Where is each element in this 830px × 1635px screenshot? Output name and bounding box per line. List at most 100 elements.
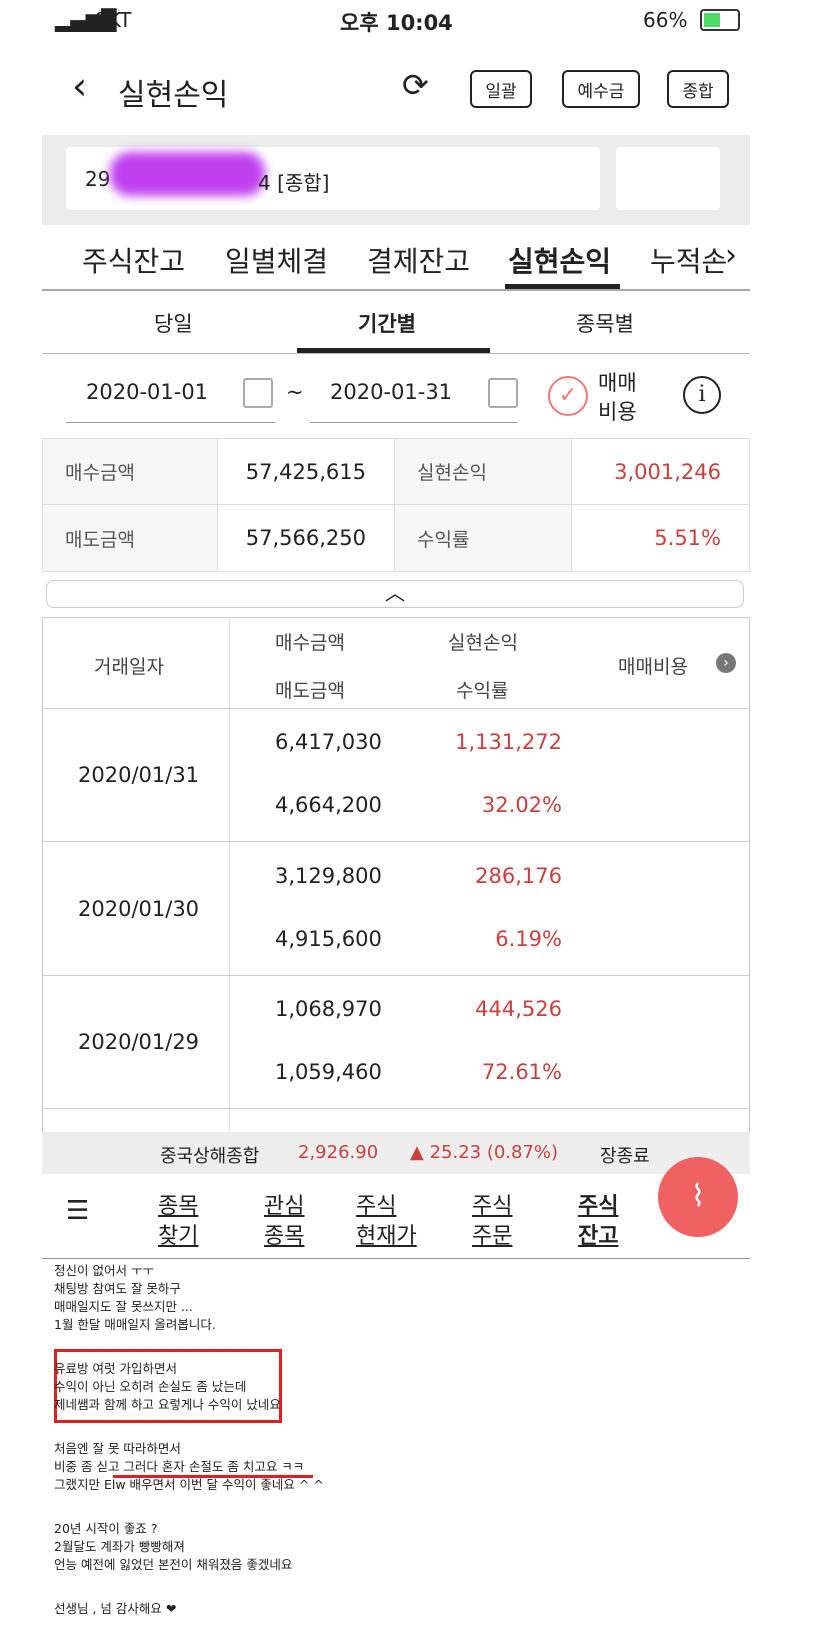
fee-check[interactable]: ✓ <box>548 376 588 416</box>
buy-amount: 3,129,800 <box>275 863 382 888</box>
table-frame <box>42 617 750 1132</box>
post-line: 유료방 여럿 가입하면서 <box>54 1361 177 1376</box>
summary-cell: 5.51% <box>572 505 750 572</box>
post-line: 그랬지만 Elw 배우면서 이번 달 수익이 좋네요 ^ ^ <box>54 1477 324 1492</box>
buy-amount: 6,417,030 <box>275 730 382 754</box>
chart-fab[interactable]: ⌇ <box>658 1157 738 1237</box>
date-from[interactable]: 2020-01-01 <box>86 380 209 404</box>
summary-cell: 57,425,615 <box>218 438 395 505</box>
post-line: 언능 예전에 잃었던 본전이 채워졌음 좋겠네요 <box>54 1557 293 1572</box>
post-line: 정신이 없어서 ㅜㅜ <box>54 1263 154 1278</box>
col-line <box>229 617 230 1132</box>
table-header: 매매비용 <box>618 656 688 678</box>
info-icon[interactable]: i <box>683 376 721 414</box>
calendar-icon[interactable] <box>243 378 273 408</box>
nav-item[interactable]: 종목 <box>158 1194 199 1219</box>
highlight-underline <box>113 1475 313 1478</box>
menu-icon[interactable]: ☰ <box>66 1196 90 1226</box>
subtab-divider <box>42 353 750 354</box>
table-header: 거래일자 <box>94 656 164 678</box>
ticker-state: 장종료 <box>600 1146 650 1167</box>
header-button[interactable]: 일괄 <box>470 70 532 108</box>
trade-date: 2020/01/30 <box>78 896 200 921</box>
fee-label: 매매 <box>598 371 637 395</box>
summary-cell: 57,566,250 <box>218 505 395 572</box>
nav-item[interactable]: 찾기 <box>158 1224 199 1249</box>
divider <box>42 1258 750 1259</box>
account-suffix: 4 [종합] <box>258 171 330 195</box>
ticker-name: 중국상해종합 <box>160 1146 260 1167</box>
row-line <box>42 974 750 976</box>
battery: 66% <box>643 8 688 32</box>
summary-cell: 매수금액 <box>42 438 218 505</box>
summary-cell: 실현손익 <box>395 438 572 505</box>
trade-date: 2020/01/29 <box>78 1030 200 1054</box>
nav-item[interactable]: 관심 <box>264 1194 305 1219</box>
post-line: 처음엔 잘 못 따라하면서 <box>54 1441 181 1456</box>
date-to[interactable]: 2020-01-31 <box>330 380 453 404</box>
header-button[interactable]: 종합 <box>667 70 729 108</box>
table-header: 실현손익 <box>448 632 518 654</box>
pnl: 444,526 <box>475 997 562 1021</box>
row-line <box>42 1108 750 1109</box>
post-line: 채팅방 참여도 잘 못하구 <box>54 1281 181 1296</box>
date-sep: ~ <box>286 380 304 404</box>
buy-amount: 1,068,970 <box>275 997 382 1021</box>
calendar-icon[interactable] <box>488 378 518 408</box>
post-line: 비중 좀 싣고 그러다 혼자 손절도 좀 치고요 ㅋㅋ <box>54 1459 305 1474</box>
sell-amount: 1,059,460 <box>275 1060 382 1084</box>
nav-item[interactable]: 현재가 <box>356 1224 417 1249</box>
pnl: 286,176 <box>475 863 562 888</box>
tab[interactable]: 주식잔고 <box>82 245 186 278</box>
tab[interactable]: 일별체결 <box>225 245 329 278</box>
fee-arrow[interactable]: › <box>716 653 736 673</box>
summary-cell: 수익률 <box>395 505 572 572</box>
tab-underline <box>505 284 620 289</box>
collapse-button[interactable]: ︿ <box>46 580 744 608</box>
tab[interactable]: 실현손익 <box>508 245 612 278</box>
post-line: 제네쌤과 함께 하고 요렇게나 수익이 났네요 <box>54 1397 281 1412</box>
date-line <box>310 422 517 423</box>
highlight-box <box>54 1349 282 1423</box>
fee-label: 비용 <box>598 400 637 424</box>
post-line: 2월달도 계좌가 빵빵해져 <box>54 1539 185 1554</box>
summary-cell: 3,001,246 <box>572 438 750 505</box>
subtab[interactable]: 당일 <box>154 312 193 336</box>
pnl: 1,131,272 <box>455 730 562 754</box>
ticker-change: ▲ 25.23 (0.87%) <box>410 1142 559 1163</box>
ticker-price: 2,926.90 <box>298 1142 379 1163</box>
tab[interactable]: 누적손 <box>650 245 728 278</box>
ticker-bar <box>42 1132 750 1174</box>
nav-item[interactable]: 잔고 <box>578 1224 619 1249</box>
sell-amount: 4,915,600 <box>275 926 382 951</box>
subtab[interactable]: 종목별 <box>576 312 634 336</box>
rate: 32.02% <box>481 793 562 817</box>
header-button[interactable]: 예수금 <box>562 70 640 108</box>
redaction <box>110 152 265 196</box>
tab[interactable]: 결제잔고 <box>367 245 471 278</box>
subtab[interactable]: 기간별 <box>358 312 416 336</box>
nav-item[interactable]: 주문 <box>472 1224 513 1249</box>
nav-item[interactable]: 종목 <box>264 1224 305 1249</box>
sell-amount: 4,664,200 <box>275 793 382 817</box>
refresh-button[interactable]: ⟳ <box>402 66 429 104</box>
signal: ▂▄▆█ <box>55 8 117 32</box>
tab-more[interactable]: › <box>725 238 737 273</box>
date-line <box>66 422 275 423</box>
account-extra[interactable] <box>616 147 720 210</box>
rate: 72.61% <box>481 1060 562 1084</box>
account-prefix: 29 <box>85 167 111 191</box>
back-button[interactable]: ‹ <box>72 64 88 108</box>
table-header: 수익률 <box>456 680 509 702</box>
nav-item[interactable]: 주식 <box>578 1194 619 1219</box>
trade-date: 2020/01/31 <box>78 763 200 787</box>
carrier: SKT <box>95 8 132 32</box>
nav-item[interactable]: 주식 <box>356 1194 397 1219</box>
post-line: 20년 시작이 좋죠 ? <box>54 1521 158 1536</box>
tab-divider <box>42 289 750 291</box>
row-line <box>42 708 750 709</box>
row-line <box>42 841 750 842</box>
nav-item[interactable]: 주식 <box>472 1194 513 1219</box>
battery-icon <box>700 9 740 31</box>
subtab-underline <box>297 348 490 353</box>
